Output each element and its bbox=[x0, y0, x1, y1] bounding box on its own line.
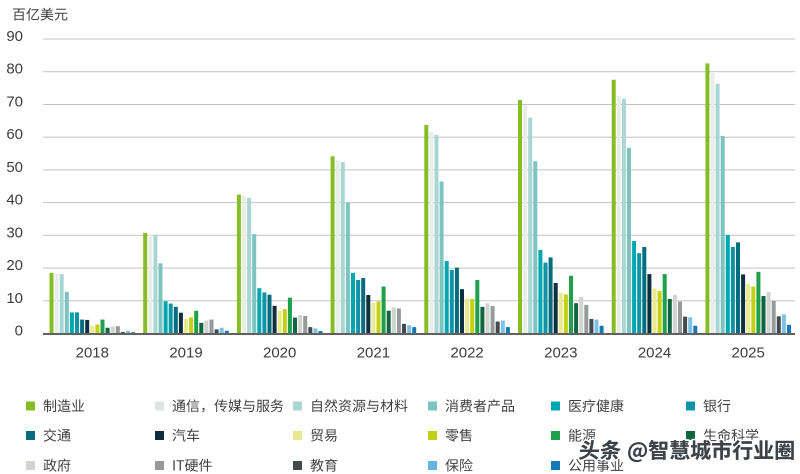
svg-text:40: 40 bbox=[6, 192, 23, 209]
svg-text:20: 20 bbox=[6, 257, 23, 274]
svg-text:50: 50 bbox=[6, 159, 23, 176]
svg-text:10: 10 bbox=[6, 290, 23, 307]
svg-text:2019: 2019 bbox=[169, 345, 202, 362]
svg-text:2020: 2020 bbox=[263, 345, 296, 362]
svg-text:2024: 2024 bbox=[638, 345, 671, 362]
svg-text:80: 80 bbox=[6, 61, 23, 78]
svg-text:2022: 2022 bbox=[450, 345, 483, 362]
svg-text:0: 0 bbox=[15, 323, 23, 340]
svg-text:2025: 2025 bbox=[732, 345, 765, 362]
svg-text:2018: 2018 bbox=[76, 345, 109, 362]
svg-text:30: 30 bbox=[6, 224, 23, 241]
svg-text:70: 70 bbox=[6, 94, 23, 111]
svg-text:2023: 2023 bbox=[544, 345, 577, 362]
svg-text:90: 90 bbox=[6, 28, 23, 45]
svg-text:2021: 2021 bbox=[357, 345, 390, 362]
svg-text:60: 60 bbox=[6, 126, 23, 143]
